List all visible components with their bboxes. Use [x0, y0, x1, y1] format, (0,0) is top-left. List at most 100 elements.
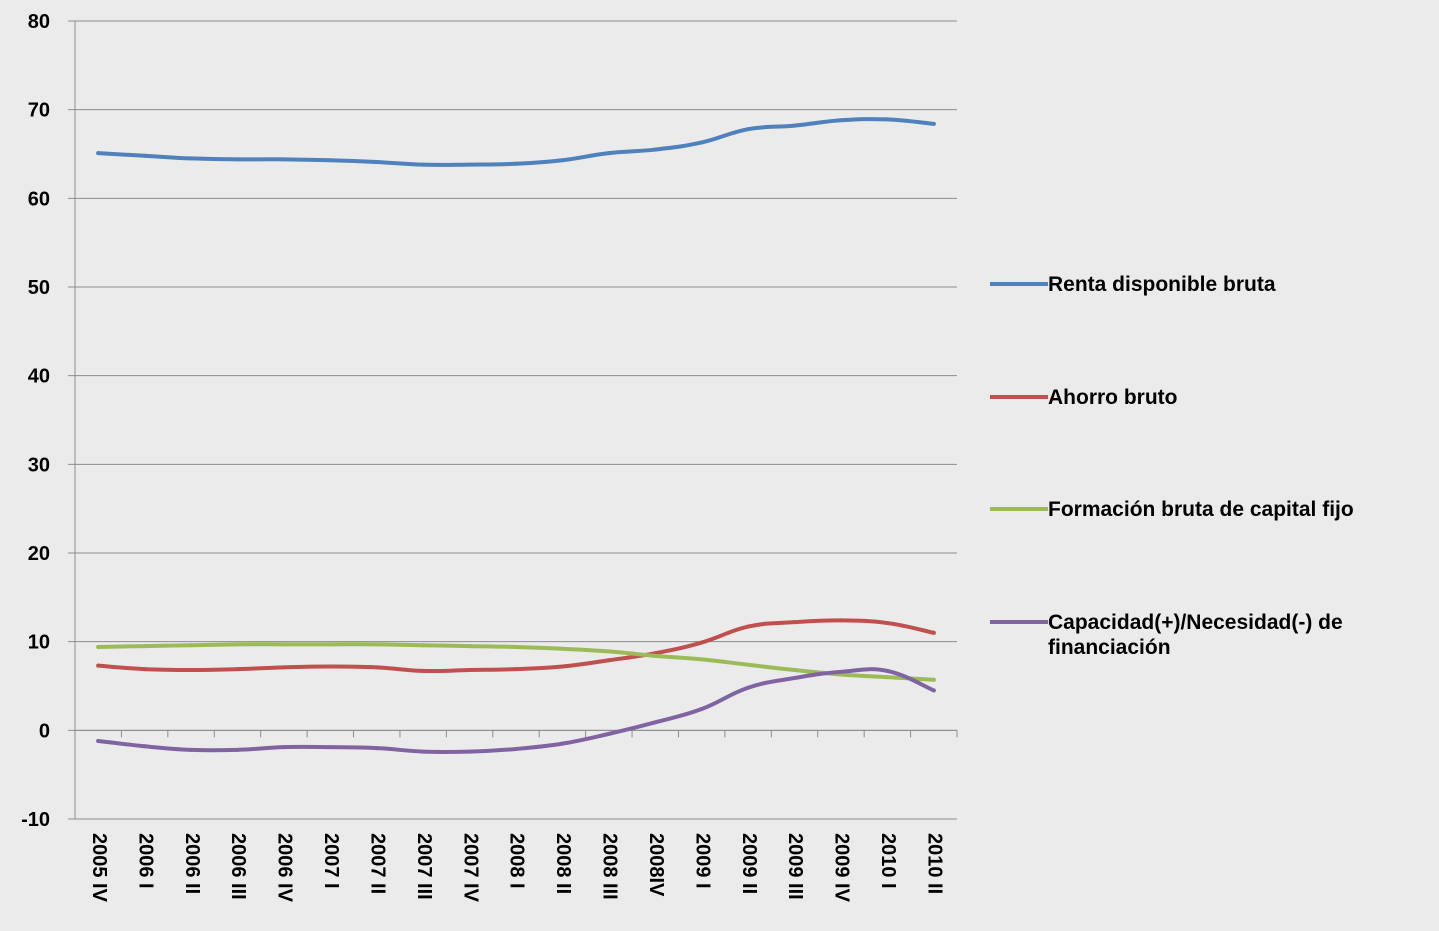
- y-tick-label: 50: [28, 277, 50, 299]
- x-tick-label: 2006 III: [227, 833, 249, 900]
- y-tick-labels: -10 0 10 20 30 40 50 60 70 80: [21, 11, 50, 831]
- data-point: [838, 618, 843, 623]
- x-tick-label: 2007 III: [413, 833, 435, 900]
- data-point: [885, 675, 890, 680]
- data-point: [931, 688, 936, 693]
- data-point: [281, 745, 286, 750]
- data-point: [467, 162, 472, 167]
- data-point: [328, 745, 333, 750]
- data-point: [838, 118, 843, 123]
- legend-label: Capacidad(+)/Necesidad(-) de financiació…: [1048, 611, 1343, 659]
- legend-swatch-formacion: [990, 507, 1048, 511]
- data-point: [421, 749, 426, 754]
- data-point: [142, 153, 147, 158]
- data-point: [421, 162, 426, 167]
- legend-swatch-renta: [990, 282, 1048, 286]
- data-point: [281, 665, 286, 670]
- x-tick-label: 2006 IV: [274, 833, 296, 903]
- data-point: [142, 744, 147, 749]
- legend-item-capacidad-necesidad: Capacidad(+)/Necesidad(-) de financiació…: [990, 610, 1438, 660]
- legend-swatch-capacidad: [990, 620, 1048, 624]
- data-point: [931, 121, 936, 126]
- x-tick-label: 2009 IV: [831, 833, 853, 903]
- x-tick-label: 2006 II: [181, 833, 203, 894]
- data-point: [606, 731, 611, 736]
- x-tick-label: 2007 I: [320, 833, 342, 889]
- y-tick-label: 80: [28, 11, 50, 33]
- data-point: [96, 644, 101, 649]
- data-point: [653, 720, 658, 725]
- x-tick-label: 2006 I: [134, 833, 156, 889]
- data-point: [189, 643, 194, 648]
- data-point: [142, 667, 147, 672]
- data-point: [235, 667, 240, 672]
- data-point: [189, 156, 194, 161]
- data-point: [374, 665, 379, 670]
- data-point: [560, 158, 565, 163]
- data-point: [467, 668, 472, 673]
- series-lines: [96, 117, 936, 755]
- legend: Renta disponible bruta Ahorro bruto Form…: [990, 0, 1439, 926]
- legend-item-renta-disponible-bruta: Renta disponible bruta: [990, 272, 1438, 297]
- data-point: [792, 620, 797, 625]
- data-point: [328, 642, 333, 647]
- data-point: [514, 667, 518, 672]
- data-point: [421, 668, 426, 673]
- series-ahorro-bruto: [96, 618, 936, 674]
- x-tick-label: 2009 III: [784, 833, 806, 900]
- data-point: [96, 151, 101, 156]
- legend-label: Formación bruta de capital fijo: [1048, 498, 1354, 521]
- data-point: [467, 749, 472, 754]
- y-tick-label: 10: [28, 632, 50, 654]
- data-point: [514, 161, 518, 166]
- y-tick-label: 0: [39, 720, 50, 742]
- data-point: [142, 644, 147, 649]
- data-point: [281, 157, 286, 162]
- data-point: [189, 747, 194, 752]
- data-point: [792, 676, 797, 681]
- data-point: [235, 642, 240, 647]
- data-point: [514, 644, 518, 649]
- gridlines: [68, 20, 957, 731]
- data-point: [885, 117, 890, 122]
- data-point: [699, 640, 704, 645]
- x-tick-label: 2008 I: [506, 833, 528, 889]
- series-line-renta-disponible-bruta: [96, 117, 936, 167]
- x-tick-labels: 2005 IV 2006 I 2006 II 2006 III 2006 IV 2007 …: [88, 833, 946, 903]
- data-point: [885, 668, 890, 673]
- data-point: [746, 127, 751, 132]
- y-tick-label: 30: [28, 454, 50, 476]
- series-capacidad-necesidad-financiacion: [96, 667, 936, 755]
- data-point: [374, 746, 379, 751]
- series-renta-disponible-bruta: [96, 117, 936, 167]
- data-point: [606, 649, 611, 654]
- x-tick-label: 2009 I: [691, 833, 713, 889]
- data-point: [96, 738, 101, 743]
- data-point: [235, 747, 240, 752]
- x-tick-label: 2005 IV: [88, 833, 110, 903]
- data-point: [189, 668, 194, 673]
- data-point: [606, 151, 611, 156]
- x-tick-label: 2009 II: [738, 833, 760, 894]
- series-formacion-bruta-capital-fijo: [96, 642, 936, 682]
- data-point: [931, 677, 936, 682]
- x-tick-label: 2010 I: [877, 833, 899, 889]
- data-point: [653, 147, 658, 152]
- data-point: [792, 668, 797, 673]
- data-point: [653, 653, 658, 658]
- y-tick-label: 40: [28, 366, 50, 388]
- x-tick-label: 2008 III: [599, 833, 621, 900]
- data-point: [746, 685, 751, 690]
- data-point: [838, 669, 843, 674]
- data-point: [421, 643, 426, 648]
- legend-swatch-ahorro: [990, 395, 1048, 399]
- data-point: [699, 707, 704, 712]
- data-point: [560, 664, 565, 669]
- data-point: [328, 158, 333, 163]
- data-point: [931, 630, 936, 635]
- data-point: [514, 746, 518, 751]
- x-tick-label: 2007 II: [366, 833, 388, 894]
- data-point: [374, 642, 379, 647]
- data-point: [699, 140, 704, 145]
